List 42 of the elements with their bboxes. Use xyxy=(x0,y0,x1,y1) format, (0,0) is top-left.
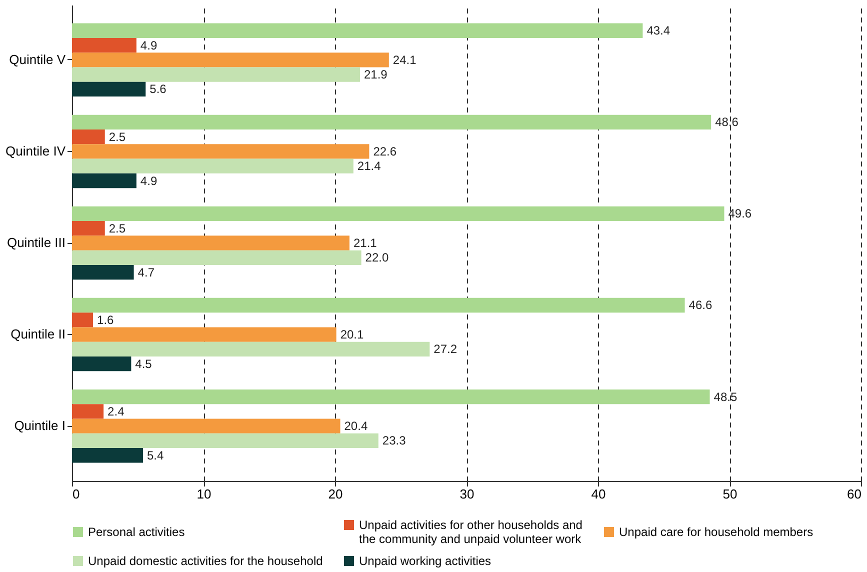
data-label: 24.1 xyxy=(392,52,417,67)
legend-label: Unpaid activities for other households and the community and unpaid volunteer work xyxy=(359,518,582,546)
x-tick-label: 30 xyxy=(460,486,474,502)
data-label: 48.5 xyxy=(714,390,738,404)
x-tick-label: 60 xyxy=(847,486,862,502)
data-label: 2.5 xyxy=(108,221,126,236)
data-label: 43.4 xyxy=(646,24,670,38)
data-label: 21.9 xyxy=(364,68,388,82)
data-label: 5.6 xyxy=(150,82,167,96)
data-label: 27.2 xyxy=(434,342,458,356)
y-tick-label: Quintile IV xyxy=(6,143,66,158)
y-tick-label: Quintile I xyxy=(14,418,66,434)
data-label: 20.4 xyxy=(344,419,368,434)
x-tick-label: 0 xyxy=(72,486,80,502)
data-label: 1.6 xyxy=(97,312,114,327)
data-label: 4.9 xyxy=(140,38,158,52)
x-tick-label: 20 xyxy=(328,486,343,502)
y-tick-label: Quintile II xyxy=(10,326,66,342)
data-label: 2.4 xyxy=(108,404,125,418)
data-label: 4.5 xyxy=(135,356,152,371)
legend-label: Unpaid domestic activities for the household xyxy=(88,554,323,568)
x-tick-label: 50 xyxy=(722,486,738,502)
data-label: 20.1 xyxy=(340,328,364,342)
y-tick-label: Quintile III xyxy=(6,235,66,250)
y-tick-label: Quintile V xyxy=(9,52,66,67)
data-label: 22.0 xyxy=(365,250,389,265)
data-label: 49.6 xyxy=(728,206,752,221)
legend-label: Personal activities xyxy=(88,525,185,539)
data-label: 2.5 xyxy=(108,130,126,144)
legend-label: Unpaid working activities xyxy=(359,554,492,568)
data-label: 46.6 xyxy=(688,298,712,312)
legend-label: Unpaid care for household members xyxy=(619,525,814,539)
data-label: 22.6 xyxy=(373,144,397,158)
data-label: 21.4 xyxy=(357,159,382,174)
data-label: 48.6 xyxy=(715,115,739,130)
data-label: 23.3 xyxy=(382,434,406,448)
data-label: 4.7 xyxy=(138,265,155,280)
x-tick-label: 40 xyxy=(591,486,606,502)
data-label: 4.9 xyxy=(140,174,158,188)
data-label: 5.4 xyxy=(147,448,164,462)
data-label: 21.1 xyxy=(353,236,378,250)
x-tick-label: 10 xyxy=(196,486,212,502)
